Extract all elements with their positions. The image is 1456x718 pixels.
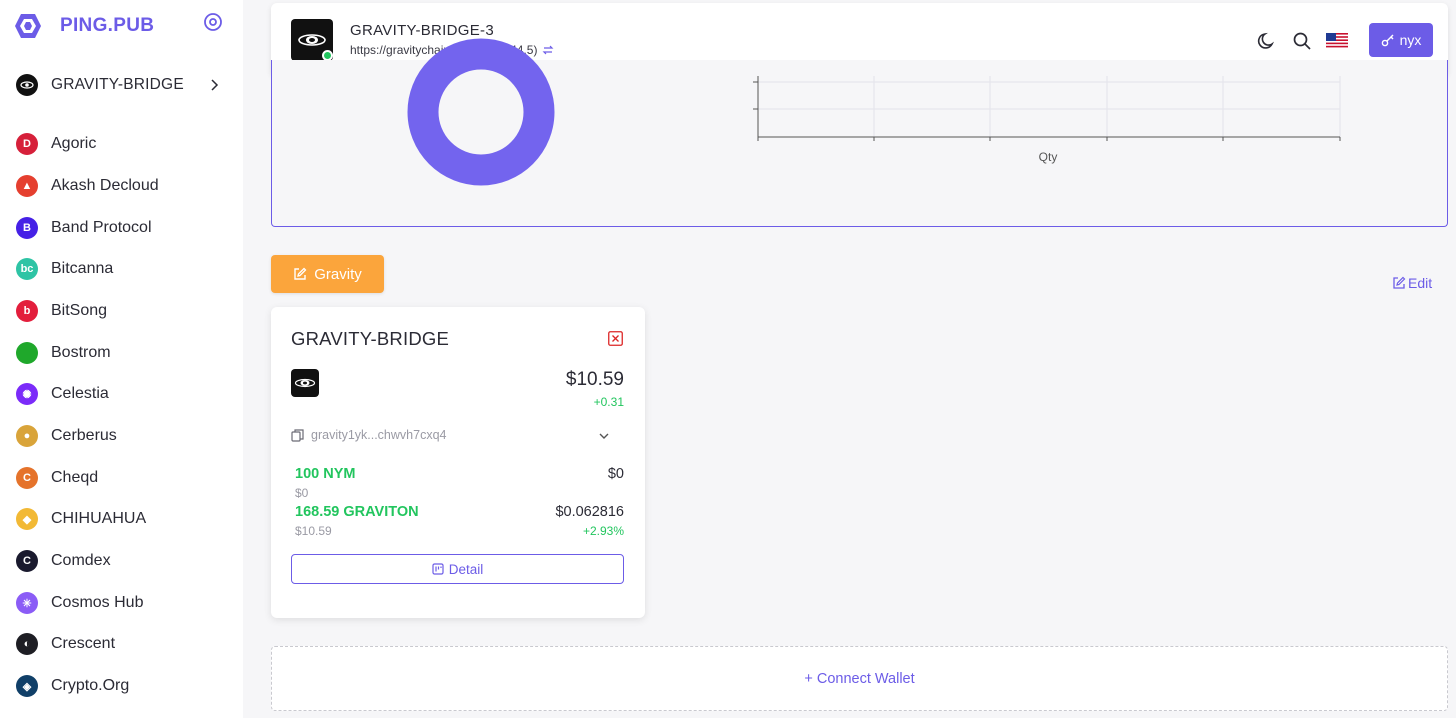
edit-label: Edit [1408,275,1433,291]
qty-bar-chart: Qty [753,76,1341,164]
sidebar-item-label: Crypto.Org [51,677,130,694]
sidebar-item-label: Akash Decloud [51,177,159,194]
balance-token-usd: $0 [295,486,309,500]
current-chain-label: GRAVITY-BRIDGE [51,76,184,93]
cosmos-icon: ✳ [16,592,38,614]
card-value-change: +0.31 [593,395,624,409]
akash-icon: ▲ [16,175,38,197]
sidebar-item-akash-decloud[interactable]: ▲ Akash Decloud [16,173,231,199]
sidebar-item-label: BitSong [51,302,108,319]
ping-logo-icon [15,14,41,38]
chihuahua-icon: ◆ [16,508,38,530]
sidebar-item-chihuahua[interactable]: ◆ CHIHUAHUA [16,506,231,532]
sidebar-item-cheqd[interactable]: C Cheqd [16,465,231,491]
sidebar-item-label: Bostrom [51,344,111,361]
gravity-logo-icon [298,34,326,46]
chevron-down-icon[interactable] [598,431,610,441]
connect-wallet-button[interactable]: + Connect Wallet [271,646,1448,711]
card-total-value: $10.59 [565,369,624,390]
agoric-icon: D [16,133,38,155]
gravity-bridge-icon [16,74,38,96]
sidebar-item-label: Band Protocol [51,219,152,236]
brand-name: PING.PUB [60,15,155,36]
sidebar-item-label: Cerberus [51,427,117,444]
allocation-donut-chart [407,38,555,186]
us-flag-icon[interactable] [1326,33,1348,48]
sidebar-item-agoric[interactable]: D Agoric [16,131,231,157]
balance-token-name: 168.59 GRAVITON [295,504,419,520]
comdex-icon: C [16,550,38,572]
sidebar-item-label: Bitcanna [51,260,114,277]
portfolio-chart-panel [271,60,1448,227]
cerberus-icon: ● [16,425,38,447]
edit-link[interactable]: Edit [1392,275,1432,291]
sidebar-item-bostrom[interactable]: Bostrom [16,340,231,366]
chart-gridlines [758,76,1341,137]
sidebar: PING.PUB GRAVITY-BRIDGE D Agoric ▲ Akash De… [0,0,243,718]
bitsong-icon: b [16,300,38,322]
detail-icon [432,563,444,575]
card-title: GRAVITY-BRIDGE [291,328,450,349]
sidebar-current-chain[interactable]: GRAVITY-BRIDGE [16,73,226,97]
sidebar-item-crypto-org[interactable]: ◈ Crypto.Org [16,673,231,699]
search-icon[interactable] [1292,31,1312,51]
bitcanna-icon: bc [16,258,38,280]
cheqd-icon: C [16,467,38,489]
balance-token-price: $0.062816 [555,504,624,520]
sidebar-item-label: Crescent [51,635,116,652]
brand[interactable]: PING.PUB [14,12,154,40]
wallet-label: nyx [1399,32,1422,48]
donut-slice [407,38,555,186]
sidebar-item-label: Comdex [51,552,111,569]
connect-wallet-label: + Connect Wallet [804,670,915,687]
close-icon[interactable] [608,331,623,346]
detail-label: Detail [448,561,484,577]
chain-title: GRAVITY-BRIDGE-3 [350,22,494,39]
sidebar-item-label: Agoric [51,135,97,152]
wallet-address[interactable]: gravity1yk...chwvh7cxq4 [291,428,446,442]
sidebar-item-label: Cheqd [51,469,99,486]
card-chain-logo [291,369,319,397]
switch-endpoint-icon[interactable] [542,44,554,56]
cryptoorg-icon: ◈ [16,675,38,697]
band-icon: B [16,217,38,239]
edit-icon [294,267,307,280]
sidebar-item-label: CHIHUAHUA [51,510,147,527]
detail-button[interactable]: Detail [291,554,624,584]
balance-token-usd: $10.59 [295,524,332,538]
sidebar-item-crescent[interactable]: ◐ Crescent [16,631,231,657]
wallet-button[interactable]: nyx [1369,23,1433,57]
sidebar-item-band-protocol[interactable]: B Band Protocol [16,215,231,241]
key-icon [1381,34,1394,47]
sidebar-item-cerberus[interactable]: ● Cerberus [16,423,231,449]
wallet-address-text: gravity1yk...chwvh7cxq4 [311,428,447,442]
balance-token-name: 100 NYM [295,466,356,482]
copy-icon[interactable] [291,428,304,442]
sidebar-item-label: Cosmos Hub [51,594,144,611]
balance-token-price: $0 [607,466,624,482]
sidebar-item-celestia[interactable]: ✺ Celestia [16,381,231,407]
sidebar-item-label: Celestia [51,385,109,402]
chevron-right-icon [211,79,219,91]
sidebar-item-bitcanna[interactable]: bc Bitcanna [16,256,231,282]
x-axis-label: Qty [1039,150,1058,164]
sidebar-toggle-icon[interactable] [203,12,223,32]
chart-axes [753,76,1341,141]
celestia-icon: ✺ [16,383,38,405]
bostrom-icon [16,342,38,364]
sidebar-item-cosmos-hub[interactable]: ✳ Cosmos Hub [16,590,231,616]
chain-balance-card: GRAVITY-BRIDGE $10.59 +0.31 gravity1yk..… [271,307,645,618]
dark-mode-icon[interactable] [1257,31,1277,51]
gravity-button[interactable]: Gravity [271,255,384,293]
sidebar-item-bitsong[interactable]: b BitSong [16,298,231,324]
gravity-button-label: Gravity [314,265,362,283]
balance-token-change: +2.93% [582,524,624,538]
gravity-logo-icon [294,378,316,388]
edit-icon [1393,276,1406,289]
crescent-icon: ◐ [16,633,38,655]
sidebar-item-comdex[interactable]: C Comdex [16,548,231,574]
